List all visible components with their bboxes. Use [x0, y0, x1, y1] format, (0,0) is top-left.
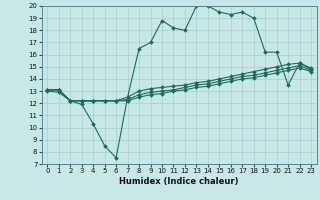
X-axis label: Humidex (Indice chaleur): Humidex (Indice chaleur) — [119, 177, 239, 186]
